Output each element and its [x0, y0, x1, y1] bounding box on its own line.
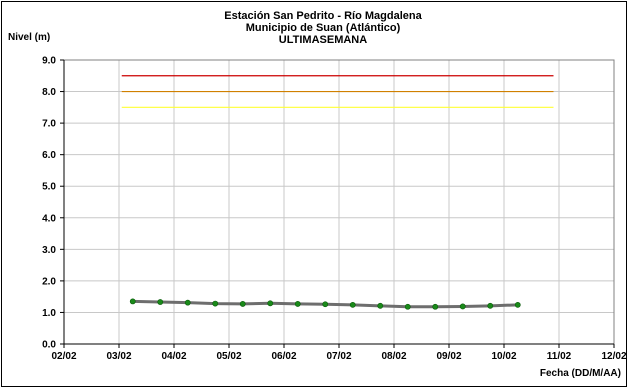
- x-tick-label: 04/02: [161, 351, 186, 362]
- y-tick-label: 0.0: [42, 340, 56, 351]
- data-point: [322, 301, 329, 308]
- data-point: [267, 300, 274, 307]
- data-point: [157, 299, 164, 305]
- x-tick-label: 02/02: [51, 351, 76, 362]
- y-tick-label: 1.0: [42, 308, 56, 319]
- data-point: [294, 301, 301, 307]
- chart-title-line-2: Municipio de Suan (Atlántico): [246, 22, 401, 34]
- x-axis-label: Fecha (DD/M/AA): [540, 368, 621, 379]
- x-tick-label: 07/02: [326, 351, 351, 362]
- y-tick-label: 2.0: [42, 276, 56, 287]
- data-point: [432, 303, 439, 310]
- x-tick-label: 05/02: [216, 351, 241, 362]
- y-tick-label: 3.0: [42, 245, 56, 256]
- data-point: [212, 300, 219, 307]
- data-point: [129, 298, 136, 305]
- x-tick-label: 12/02: [601, 351, 626, 362]
- data-point: [184, 299, 191, 306]
- data-point: [404, 303, 411, 310]
- y-tick-label: 9.0: [42, 56, 56, 67]
- y-tick-label: 5.0: [42, 182, 56, 193]
- x-tick-label: 11/02: [547, 351, 572, 362]
- x-tick-label: 10/02: [491, 351, 516, 362]
- data-point: [514, 301, 521, 308]
- y-tick-label: 8.0: [42, 87, 56, 98]
- data-point: [239, 301, 246, 307]
- chart-title-line-3: ULTIMASEMANA: [279, 34, 367, 46]
- data-point: [349, 301, 356, 308]
- x-tick-label: 06/02: [271, 351, 296, 362]
- data-point: [487, 302, 494, 309]
- data-point: [459, 303, 466, 310]
- x-tick-label: 09/02: [436, 351, 461, 362]
- x-tick-label: 03/02: [106, 351, 131, 362]
- y-tick-label: 6.0: [42, 150, 56, 161]
- chart-title-line-1: Estación San Pedrito - Río Magdalena: [224, 10, 422, 22]
- y-tick-label: 7.0: [42, 119, 56, 130]
- x-tick-label: 08/02: [381, 351, 406, 362]
- y-axis-label: Nivel (m): [8, 32, 50, 43]
- data-point: [377, 302, 384, 309]
- y-tick-label: 4.0: [42, 213, 56, 224]
- plot-area: 0.0 1.0 2.0 3.0 4.0 5.0 6.0 7.0 8.0 9.0 02/02 03/02…: [42, 56, 627, 363]
